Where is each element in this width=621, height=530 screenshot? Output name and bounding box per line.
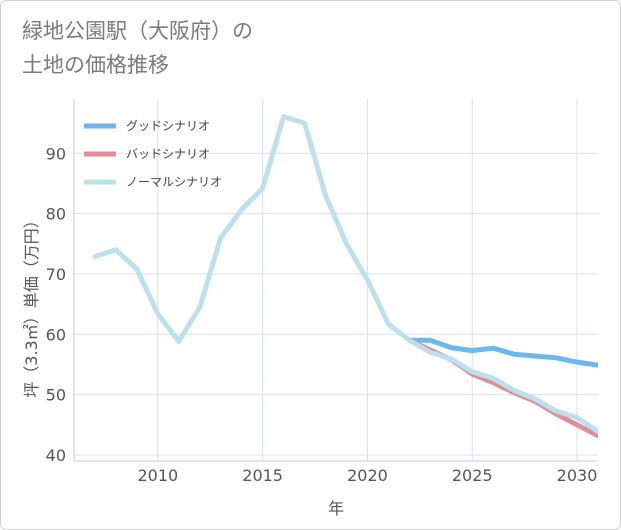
x-tick-label: 2025 — [452, 466, 493, 485]
x-axis-label: 年 — [328, 499, 344, 518]
x-tick-label: 2020 — [347, 466, 388, 485]
y-tick-label: 70 — [46, 265, 66, 284]
chart-title: 緑地公園駅（大阪府）の 土地の価格推移 — [22, 14, 253, 82]
y-axis-label: 坪（3.3㎡）単価（万円） — [22, 212, 41, 397]
legend-label: ノーマルシナリオ — [126, 175, 222, 189]
y-tick-label: 50 — [46, 386, 66, 405]
series-layer — [92, 114, 598, 439]
y-tick-label: 40 — [46, 446, 66, 465]
x-tick-label: 2030 — [557, 466, 598, 485]
series-line-1 — [406, 337, 598, 368]
x-tick-label: 2010 — [137, 466, 178, 485]
legend-label: バッドシナリオ — [126, 147, 210, 161]
series-line-3 — [92, 114, 598, 434]
y-tick-label: 60 — [46, 325, 66, 344]
chart-title-line-2: 土地の価格推移 — [22, 53, 169, 77]
plot-area — [74, 99, 598, 461]
legend-label: グッドシナリオ — [126, 119, 210, 133]
chart-title-line-1: 緑地公園駅（大阪府）の — [22, 19, 253, 43]
x-tick-label: 2015 — [242, 466, 283, 485]
y-tick-label: 80 — [46, 205, 66, 224]
y-tick-label: 90 — [46, 144, 66, 163]
tick-labels: 40 50 60 70 80 90 2010 2015 2020 2025 2030 — [46, 144, 598, 485]
